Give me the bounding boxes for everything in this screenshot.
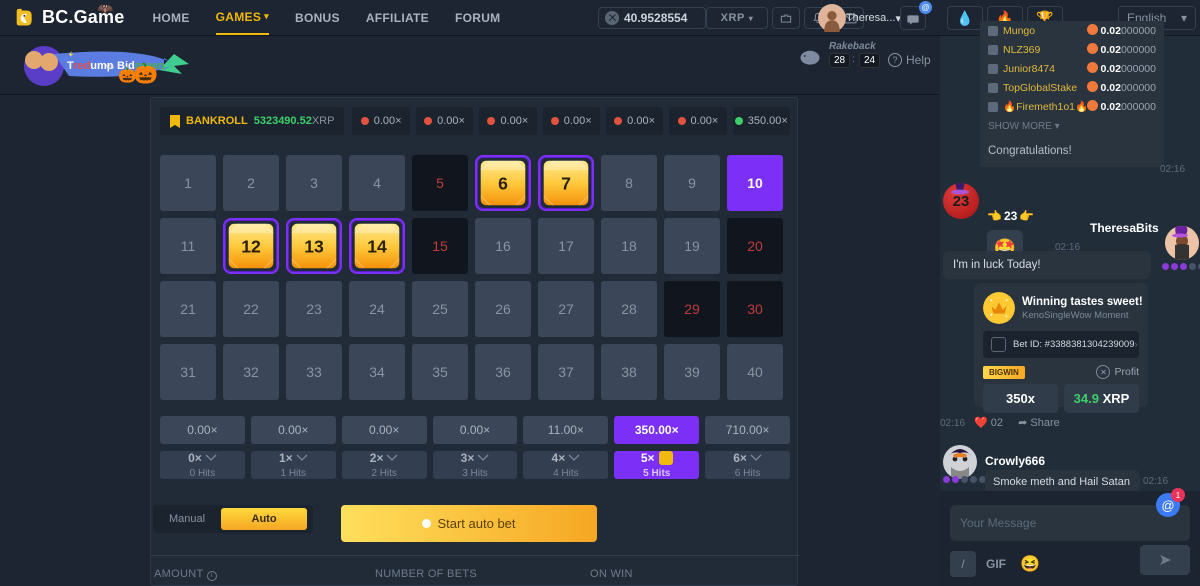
svg-text:13: 13 [304, 237, 324, 257]
svg-text:7: 7 [561, 174, 571, 194]
svg-text:12: 12 [241, 237, 261, 257]
svg-text:6: 6 [498, 174, 508, 194]
svg-text:14: 14 [367, 237, 387, 257]
svg-text:vs: vs [106, 62, 114, 71]
